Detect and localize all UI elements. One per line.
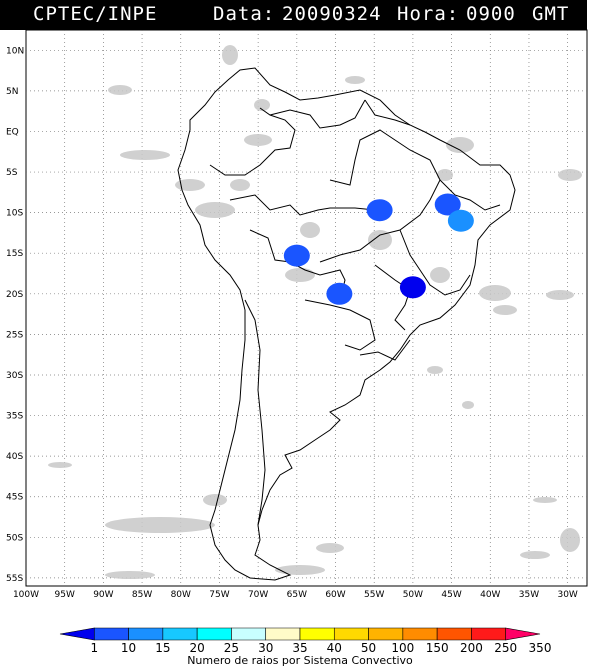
lat-label: 50S [6, 533, 23, 543]
colorbar-swatch [93, 627, 129, 641]
lon-label: 65W [287, 590, 307, 600]
colorbar-label: 35 [292, 641, 307, 655]
lon-label: 45W [441, 590, 461, 600]
lat-label: 5S [6, 168, 18, 178]
border-chile-argentina [244, 299, 266, 526]
border-north [209, 107, 296, 176]
map-frame [25, 29, 588, 587]
colorbar-swatch [505, 627, 541, 641]
cell-mato-grosso [366, 199, 393, 222]
colorbar-label: 10 [121, 641, 136, 655]
colorbar-swatch [59, 627, 95, 641]
map-header: CPTEC/INPE Data: 20090324 Hora: 0900 GMT [0, 0, 587, 30]
lon-label: 90W [93, 590, 113, 600]
latitude-labels: 10N 5N EQ 5S 10S 15S 20S 25S 30S 35S 40S 45S 50S 55S [6, 46, 24, 584]
colorbar-swatch [299, 627, 335, 641]
colorbar-label: 15 [155, 641, 170, 655]
hour-value: 0900 [466, 3, 516, 25]
border-brazil-states-2 [399, 229, 471, 296]
lon-label: 40W [480, 590, 500, 600]
lat-label: 20S [6, 290, 23, 300]
colorbar-swatch [471, 627, 507, 641]
date-label: Data: [213, 3, 276, 25]
border-guianas [364, 99, 411, 126]
colorbar-label: 25 [224, 641, 239, 655]
lon-label: 70W [248, 590, 268, 600]
lightning-cells [283, 193, 474, 305]
colorbar-label: 200 [460, 641, 483, 655]
date-value: 20090324 [282, 3, 382, 25]
lon-label: 30W [557, 590, 577, 600]
lat-label: 55S [6, 574, 23, 584]
graticule [26, 30, 587, 586]
colorbar-swatch [162, 627, 198, 641]
lon-label: 75W [209, 590, 229, 600]
colorbar-swatch [436, 627, 472, 641]
colorbar-label: 100 [391, 641, 414, 655]
lat-label: 5N [6, 87, 18, 97]
longitude-labels: 100W 95W 90W 85W 80W 75W 70W 65W 60W 55W 50W 45W 40W… [13, 590, 578, 600]
colorbar-swatch [128, 627, 164, 641]
colorbar-label: 30 [258, 641, 273, 655]
lon-label: 35W [519, 590, 539, 600]
colorbar-swatch [333, 627, 369, 641]
lat-label: 25S [6, 330, 23, 340]
border-paraguay [304, 299, 376, 351]
border-brazil-states [319, 129, 441, 263]
lon-label: 85W [132, 590, 152, 600]
coastlines-and-borders [177, 67, 516, 581]
hour-label: Hora: [397, 3, 460, 25]
south-america-coast [177, 67, 516, 581]
lat-label: 15S [6, 249, 23, 259]
colorbar-label: 150 [426, 641, 449, 655]
border-venezuela [269, 99, 366, 129]
lat-label: 45S [6, 493, 23, 503]
cell-goias [399, 276, 426, 299]
border-brazil-states-3 [439, 179, 501, 211]
lon-label: 95W [55, 590, 75, 600]
colorbar-label: 1 [90, 641, 98, 655]
lat-label: 30S [6, 371, 23, 381]
lon-label: 100W [13, 590, 39, 600]
cell-paraguay [326, 282, 353, 305]
lat-label: 10N [6, 46, 24, 56]
lon-label: 55W [364, 590, 384, 600]
colorbar-label: 50 [361, 641, 376, 655]
colorbar-title: Numero de raios por Sistema Convectivo [187, 654, 413, 667]
colorbar-label: 40 [327, 641, 342, 655]
lon-label: 60W [325, 590, 345, 600]
lat-label: 10S [6, 209, 23, 219]
colorbar-label: 350 [529, 641, 552, 655]
source-label: CPTEC/INPE [33, 3, 158, 25]
lat-label: 35S [6, 412, 23, 422]
lat-label: 40S [6, 452, 23, 462]
border-uruguay [359, 339, 411, 361]
border-peru-brazil [229, 194, 376, 216]
timezone-label: GMT [532, 3, 570, 25]
lon-label: 50W [403, 590, 423, 600]
cloud-cover [48, 45, 582, 579]
colorbar-label: 250 [494, 641, 517, 655]
colorbar-swatch [231, 627, 267, 641]
colorbar-label: 20 [190, 641, 205, 655]
cell-bahia-south [447, 209, 474, 232]
colorbar-swatch [368, 627, 404, 641]
lon-label: 80W [171, 590, 191, 600]
colorbar-swatch [402, 627, 438, 641]
cell-bahia-north [434, 193, 461, 216]
colorbar-swatch [196, 627, 232, 641]
border-brazil-states-4 [374, 264, 411, 331]
cell-south-bolivia [283, 244, 310, 267]
lat-label: EQ [6, 127, 19, 137]
colorbar: 1 10 15 20 25 30 35 40 50 100 150 200 250 350 [59, 627, 552, 655]
border-bolivia [249, 229, 346, 301]
colorbar-swatch [265, 627, 301, 641]
